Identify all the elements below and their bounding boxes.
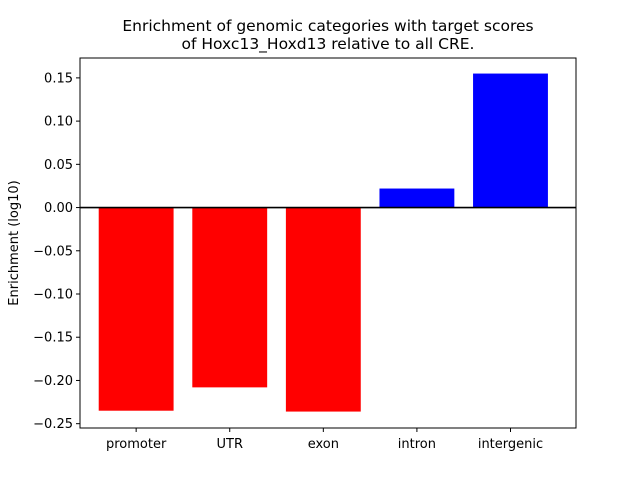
bar-intron (379, 188, 455, 208)
bar-promoter (98, 207, 174, 411)
y-tick-label: −0.20 (33, 374, 73, 389)
bar-UTR (192, 207, 268, 388)
y-tick-label: 0.05 (44, 158, 73, 173)
y-axis: −0.25 −0.20 −0.15 −0.10 −0.05 0.00 0.05 0.10 0.1… (33, 71, 80, 432)
plot-frame (79, 57, 577, 429)
bar-intergenic (473, 73, 548, 208)
y-tick-label: −0.05 (33, 244, 73, 259)
bar-exon (285, 207, 361, 412)
y-axis-label: Enrichment (log10) (7, 180, 22, 305)
x-tick-label-UTR: UTR (216, 437, 243, 452)
x-tick-label-intron: intron (398, 437, 436, 452)
y-tick-label: 0.10 (44, 115, 73, 130)
x-tick-label-promoter: promoter (106, 437, 167, 452)
chart-title-line-1: Enrichment of genomic categories with ta… (122, 17, 534, 35)
y-tick-label: −0.10 (33, 288, 73, 303)
y-tick-label: 0.00 (44, 201, 73, 216)
x-tick-label-exon: exon (308, 437, 339, 452)
chart-title-line-2: of Hoxc13_Hoxd13 relative to all CRE. (181, 35, 475, 53)
x-tick-label-intergenic: intergenic (478, 437, 543, 452)
y-tick-label: 0.15 (44, 71, 73, 86)
y-tick-label: −0.25 (33, 417, 73, 432)
x-axis: promoter UTR exon intron intergenic (106, 428, 543, 452)
bars (98, 73, 548, 412)
y-tick-label: −0.15 (33, 331, 73, 346)
